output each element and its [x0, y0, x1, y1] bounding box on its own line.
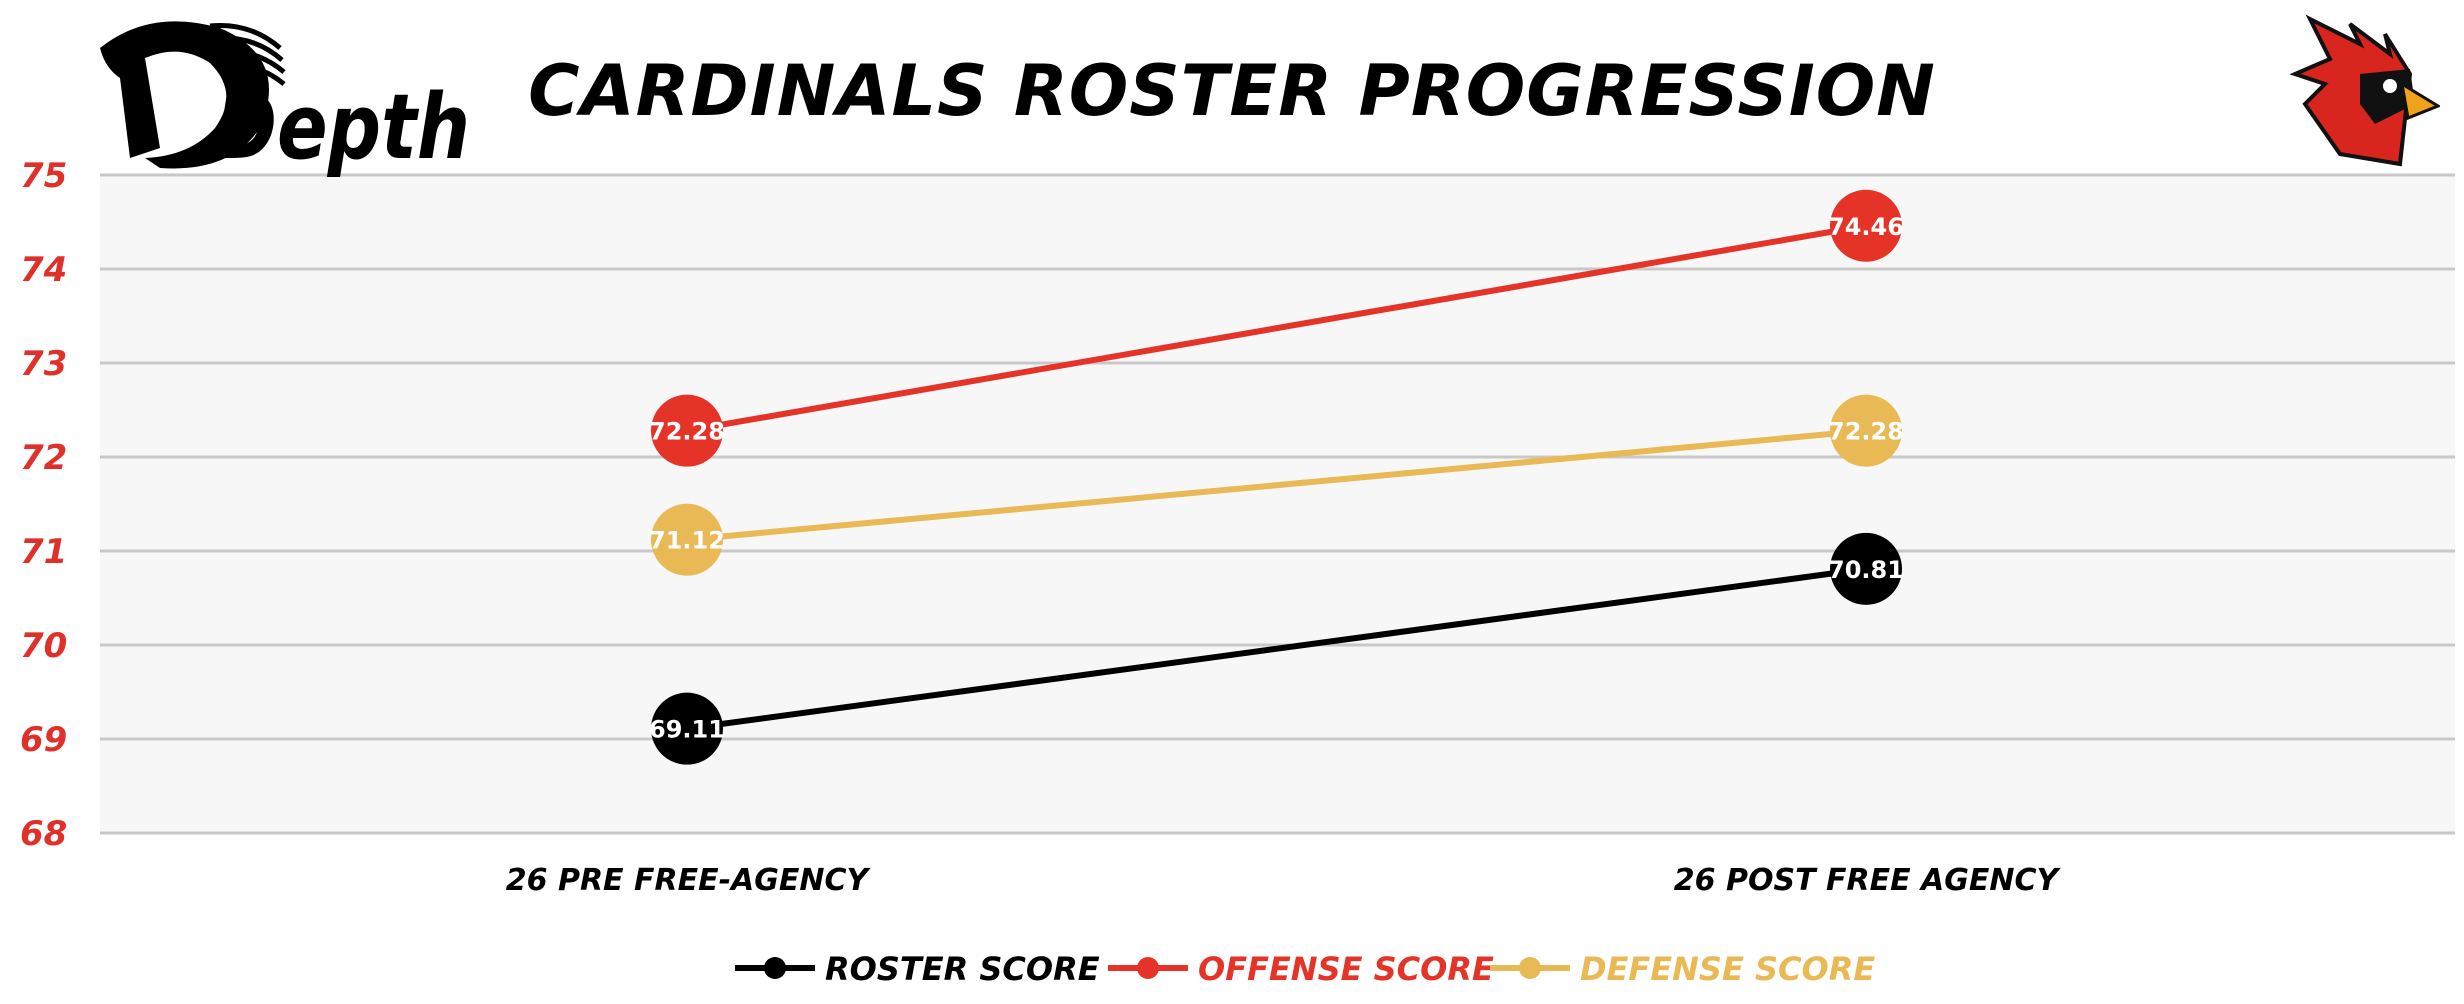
data-label: 69.11 [649, 716, 725, 744]
beak-shape [2399, 80, 2440, 121]
legend-item: DEFENSE SCORE [1490, 950, 1875, 988]
legend-label: DEFENSE SCORE [1580, 950, 1875, 988]
legend-item: ROSTER SCORE [735, 950, 1100, 988]
crest-shape [2290, 14, 2413, 167]
depth-logo: Depth [100, 21, 470, 178]
data-point [651, 394, 723, 467]
x-tick-label: 26 PRE FREE-AGENCY [506, 863, 872, 898]
data-point [1830, 532, 1902, 605]
legend-item: OFFENSE SCORE [1108, 950, 1494, 988]
data-label: 74.46 [1828, 213, 1904, 241]
logo-d-shape [100, 21, 269, 169]
legend-dot-marker [1519, 957, 1541, 979]
y-tick-label: 73 [20, 344, 67, 384]
y-tick-label: 75 [20, 156, 67, 196]
data-point [1830, 394, 1902, 467]
x-axis: 26 PRE FREE-AGENCY 26 POST FREE AGENCY [506, 863, 2062, 898]
gridlines [100, 173, 2455, 835]
y-axis: 68 69 70 71 72 73 74 75 [20, 156, 67, 854]
series-defense-score: 71.12 72.28 [649, 394, 1904, 576]
data-label: 71.12 [649, 527, 725, 555]
data-label: 72.28 [1828, 418, 1904, 446]
series-line [686, 427, 1867, 543]
data-point [651, 503, 723, 576]
data-point [651, 692, 723, 765]
cardinal-mascot-icon [2290, 14, 2440, 167]
series-line [686, 222, 1867, 434]
legend-dot-marker [1137, 957, 1159, 979]
legend: ROSTER SCORE OFFENSE SCORE DEFENSE SCORE [735, 950, 1875, 988]
data-label: 70.81 [1828, 556, 1904, 584]
series-offense-score: 72.28 74.46 [649, 189, 1904, 467]
legend-dot-marker [764, 957, 786, 979]
series-roster-score: 69.11 70.81 [649, 532, 1904, 765]
y-tick-label: 68 [20, 814, 67, 854]
y-tick-label: 69 [20, 720, 67, 760]
x-tick-label: 26 POST FREE AGENCY [1674, 863, 2062, 898]
logo-text: Depth [215, 75, 470, 178]
data-point [1830, 189, 1902, 262]
y-tick-label: 71 [20, 532, 67, 572]
legend-label: ROSTER SCORE [825, 950, 1100, 988]
data-label: 72.28 [649, 418, 725, 446]
series-group: 69.11 70.81 72.28 74.46 71.12 72.28 [649, 189, 1904, 765]
y-tick-label: 74 [20, 250, 67, 290]
eye-shape [2383, 79, 2397, 93]
series-line [686, 565, 1867, 732]
y-tick-label: 70 [20, 626, 67, 666]
plot-area [100, 175, 2455, 833]
y-tick-label: 72 [20, 438, 67, 478]
chart-title: CARDINALS ROSTER PROGRESSION [528, 50, 1936, 132]
legend-label: OFFENSE SCORE [1198, 950, 1494, 988]
